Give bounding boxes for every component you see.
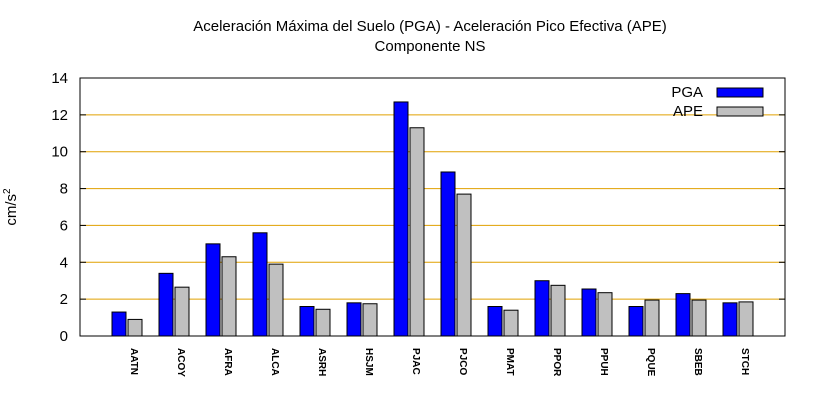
x-tick-label: PPOR <box>551 348 562 377</box>
bar-pga <box>346 302 362 337</box>
bar-ape <box>456 193 472 337</box>
y-tick-label: 4 <box>60 254 68 271</box>
y-axis-label-superscript: 2 <box>2 188 13 194</box>
bar-ape <box>503 309 519 337</box>
x-tick-label: ALCA <box>269 348 280 376</box>
bar-pga <box>252 232 268 337</box>
x-tick-label: AATN <box>128 348 139 375</box>
bar-ape <box>221 256 237 337</box>
bar-ape <box>738 301 754 337</box>
bar-pga <box>675 293 691 337</box>
x-tick-label: PJAC <box>410 348 421 375</box>
bar-pga <box>299 306 315 337</box>
legend-label: APE <box>673 103 703 120</box>
x-tick-label: SBEB <box>692 348 703 376</box>
legend-label: PGA <box>671 84 703 101</box>
bar-ape <box>362 303 378 337</box>
y-tick-label: 10 <box>51 144 68 161</box>
axes: 0 2 4 6 8 10 12 14 AATN ACOY AFRA ALCA ASRH HSJM PJAC P… <box>51 70 786 377</box>
x-tick-label: STCH <box>739 348 750 375</box>
x-tick-label: HSJM <box>363 348 374 376</box>
bars <box>111 101 754 337</box>
y-tick-label: 2 <box>60 291 68 308</box>
bar-pga <box>393 101 409 337</box>
bar-pga <box>722 302 738 337</box>
x-tick-label: ACOY <box>175 348 186 377</box>
chart-title: Aceleración Máxima del Suelo (PGA) - Ace… <box>193 18 667 35</box>
y-tick-label: 8 <box>60 181 68 198</box>
x-tick-label: PMAT <box>504 348 515 376</box>
bar-ape <box>409 127 425 337</box>
x-tick-label: PPUH <box>598 348 609 376</box>
x-tick-label: PQUE <box>645 348 656 377</box>
bar-ape <box>644 299 660 337</box>
y-tick-label: 12 <box>51 107 68 124</box>
legend-swatch <box>716 106 764 117</box>
bar-ape <box>691 299 707 337</box>
x-tick-label: PJCO <box>457 348 468 375</box>
bar-pga <box>205 243 221 337</box>
chart-subtitle: Componente NS <box>375 38 486 55</box>
y-tick-label: 14 <box>51 70 68 87</box>
bar-pga <box>628 306 644 337</box>
bar-ape <box>550 284 566 337</box>
plot-frame <box>79 77 786 337</box>
bar-pga <box>440 171 456 337</box>
y-tick-label: 0 <box>60 328 68 345</box>
bar-pga <box>581 288 597 337</box>
bar-pga <box>534 280 550 337</box>
bar-ape <box>127 318 143 337</box>
x-tick-label: AFRA <box>222 348 233 376</box>
bar-pga <box>158 272 174 337</box>
bar-pga <box>487 306 503 337</box>
bar-ape <box>315 308 331 337</box>
bar-pga <box>111 311 127 337</box>
bar-ape <box>174 286 190 337</box>
legend: PGA APE <box>671 84 764 120</box>
bar-ape <box>268 263 284 337</box>
bar-ape <box>597 292 613 337</box>
y-axis-label: cm/s2 <box>2 188 20 226</box>
grid-lines <box>80 114 785 300</box>
y-axis-label-unit: cm/s <box>3 194 20 226</box>
y-tick-label: 6 <box>60 217 68 234</box>
x-tick-label: ASRH <box>316 348 327 376</box>
legend-swatch <box>716 87 764 98</box>
